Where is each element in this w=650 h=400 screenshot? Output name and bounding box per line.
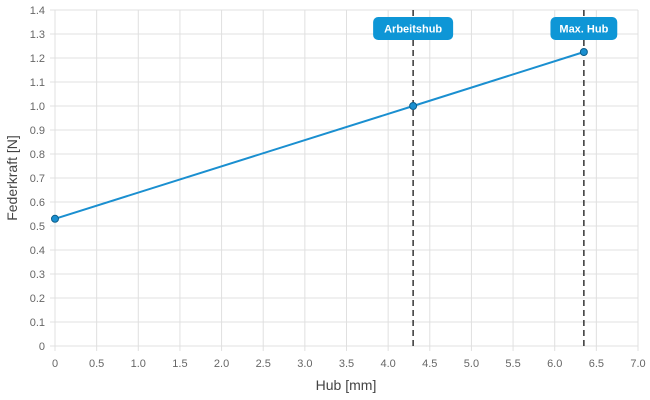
stroke-markers: Arbeitshub Max. Hub xyxy=(373,10,618,346)
y-axis-ticks: 0 0.1 0.2 0.3 0.4 0.5 0.6 0.7 0.8 0.9 1.0 1.1 1.2 1.3… xyxy=(30,5,45,353)
y-tick-label: 1.2 xyxy=(30,53,45,65)
marker-label-box xyxy=(373,17,454,40)
x-axis-title: Hub [mm] xyxy=(316,377,377,393)
x-tick-label: 1.0 xyxy=(131,358,146,370)
y-axis-title: Federkraft [N] xyxy=(4,135,20,221)
x-tick-label: 4.0 xyxy=(380,358,395,370)
data-point xyxy=(409,102,418,110)
y-tick-label: 1.0 xyxy=(30,101,45,113)
y-tick-label: 0.7 xyxy=(30,173,45,185)
marker-label: Max. Hub xyxy=(559,24,608,36)
x-tick-label: 0 xyxy=(52,358,58,370)
y-tick-label: 1.1 xyxy=(30,77,45,89)
x-tick-label: 2.0 xyxy=(214,358,229,370)
marker-label: Arbeitshub xyxy=(384,24,442,36)
y-tick-label: 0.9 xyxy=(30,125,45,137)
x-tick-label: 5.5 xyxy=(505,358,520,370)
marker-label-box xyxy=(550,17,618,40)
y-tick-label: 0.8 xyxy=(30,149,45,161)
x-tick-label: 3.5 xyxy=(339,358,354,370)
y-tick-label: 0.3 xyxy=(30,269,45,281)
x-tick-label: 4.5 xyxy=(422,358,437,370)
data-point xyxy=(51,214,59,223)
y-tick-label: 0.1 xyxy=(30,317,45,329)
y-tick-label: 0.4 xyxy=(30,245,45,257)
series-line xyxy=(54,51,585,220)
x-tick-label: 1.5 xyxy=(172,358,187,370)
x-tick-label: 6.0 xyxy=(547,358,562,370)
x-tick-label: 6.5 xyxy=(589,358,604,370)
y-tick-label: 1.4 xyxy=(30,5,45,17)
x-tick-label: 3.0 xyxy=(297,358,312,370)
x-tick-label: 7.0 xyxy=(630,358,645,370)
y-tick-label: 0 xyxy=(39,341,45,353)
data-point xyxy=(579,48,588,56)
y-tick-label: 0.6 xyxy=(30,197,45,209)
data-series xyxy=(51,48,588,223)
y-tick-label: 0.5 xyxy=(30,221,45,233)
x-tick-label: 5.0 xyxy=(464,358,479,370)
y-tick-label: 1.3 xyxy=(30,29,45,41)
x-tick-label: 0.5 xyxy=(89,358,104,370)
grid xyxy=(50,9,639,351)
x-tick-label: 2.5 xyxy=(256,358,271,370)
y-tick-label: 0.2 xyxy=(30,293,45,305)
x-axis-ticks: 0 0.5 1.0 1.5 2.0 2.5 3.0 3.5 4.0 4.5 5.0 5.5 6.0 6.5… xyxy=(52,358,646,370)
